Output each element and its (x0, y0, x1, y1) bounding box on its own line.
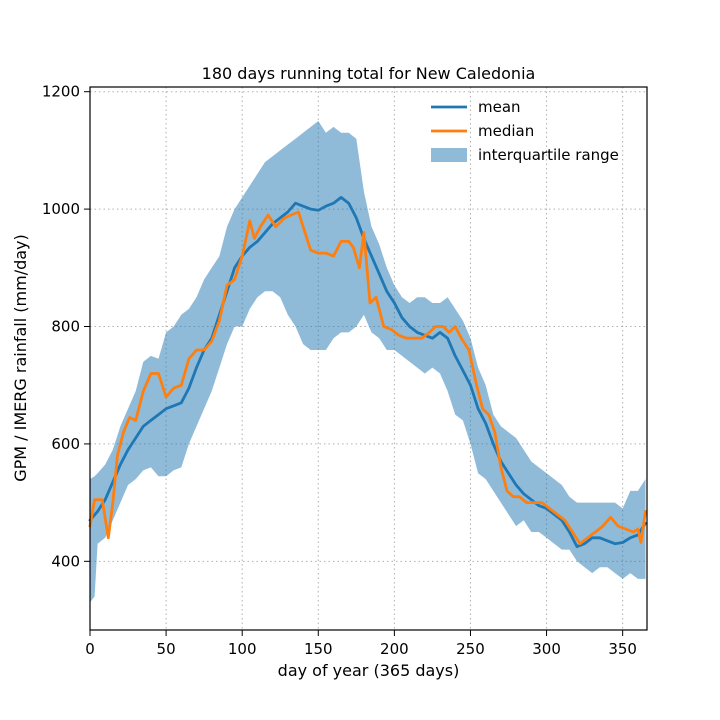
mean-series-line (88, 195, 647, 548)
y-axis-label: GPM / IMERG rainfall (mm/day) (11, 234, 30, 482)
x-tick-label: 250 (456, 640, 485, 658)
legend-label: interquartile range (478, 146, 619, 164)
iqr-band (90, 121, 646, 603)
x-axis-ticks: 0 50 100 150 200 250 300 350 (85, 630, 637, 658)
x-tick-label: 50 (157, 640, 176, 658)
legend-swatch-iqr (431, 148, 467, 162)
y-axis-ticks: 400 600 800 1000 1200 (42, 83, 90, 570)
chart-title: 180 days running total for New Caledonia (202, 64, 536, 83)
iqr-band-layer (90, 121, 646, 603)
x-tick-label: 350 (608, 640, 637, 658)
legend-label: median (478, 122, 534, 140)
y-tick-label: 600 (51, 435, 80, 453)
x-tick-label: 150 (304, 640, 333, 658)
x-tick-label: 200 (380, 640, 409, 658)
x-tick-label: 100 (228, 640, 257, 658)
y-tick-label: 800 (51, 318, 80, 336)
plot-frame (89, 86, 648, 631)
x-tick-label: 0 (85, 640, 95, 658)
series-lines (88, 195, 647, 548)
legend: mean median interquartile range (431, 98, 619, 164)
median-series-line (88, 210, 647, 546)
y-tick-label: 1000 (42, 200, 80, 218)
x-axis-label: day of year (365 days) (278, 661, 460, 680)
y-tick-label: 1200 (42, 83, 80, 101)
y-tick-label: 400 (51, 552, 80, 570)
legend-label: mean (478, 98, 521, 116)
x-tick-label: 300 (532, 640, 561, 658)
